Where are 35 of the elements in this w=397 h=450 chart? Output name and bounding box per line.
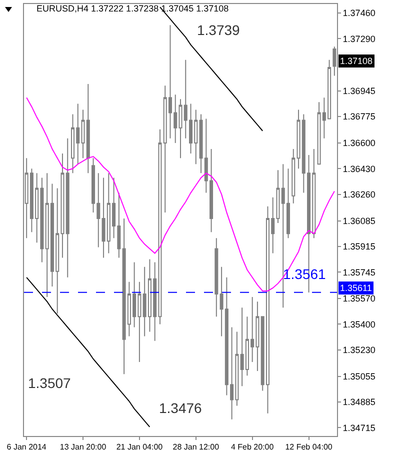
y-tick-label: 1.36085 — [342, 216, 376, 226]
y-tick-label: 1.36600 — [342, 138, 376, 148]
x-tick-label: 13 Jan 20:00 — [60, 442, 107, 450]
annotation: 1.3476 — [159, 400, 202, 416]
line-series — [26, 276, 150, 428]
y-tick-label: 1.35570 — [342, 294, 376, 304]
y-tick-label: 1.35745 — [342, 267, 376, 278]
x-tick-label: 28 Jan 12:00 — [172, 442, 220, 450]
y-tick-label: 1.35400 — [342, 319, 376, 330]
y-tick-label: 1.35230 — [342, 345, 376, 356]
annotation: 1.3739 — [197, 22, 240, 38]
y-tick-label: 1.35055 — [342, 371, 376, 382]
y-tick-label: 1.35915 — [342, 242, 376, 252]
y-tick-label: 1.36945 — [342, 86, 376, 96]
candlestick — [214, 238, 218, 318]
y-tick-label: 1.36260 — [342, 189, 376, 200]
x-tick-label: 6 Jan 2014 — [6, 442, 47, 450]
text: 1.37108 — [340, 56, 373, 66]
line-series — [26, 97, 335, 292]
y-tick-label: 1.34715 — [342, 422, 376, 433]
y-tick-label: 1.36775 — [342, 112, 376, 122]
x-tick-label: 4 Feb 20:00 — [230, 442, 274, 450]
y-tick-label: 1.36430 — [342, 164, 376, 174]
text: 1.35611 — [340, 283, 372, 293]
x-tick-label: 12 Feb 04:00 — [285, 442, 333, 450]
line-series — [159, 6, 264, 132]
y-tick-label: 1.37460 — [342, 8, 376, 18]
candlestick — [66, 138, 70, 278]
annotation: 1.3507 — [28, 375, 72, 391]
x-tick-label: 21 Jan 04:00 — [116, 442, 164, 450]
y-tick-label: 1.34885 — [342, 397, 376, 408]
y-tick-label: 1.37290 — [342, 34, 376, 44]
ref-line-label: 1.3561 — [283, 266, 326, 282]
chart-title: EURUSD,H4 1.37222 1.37238 1.37045 1.37108 — [36, 4, 229, 14]
candlestick — [292, 148, 296, 204]
